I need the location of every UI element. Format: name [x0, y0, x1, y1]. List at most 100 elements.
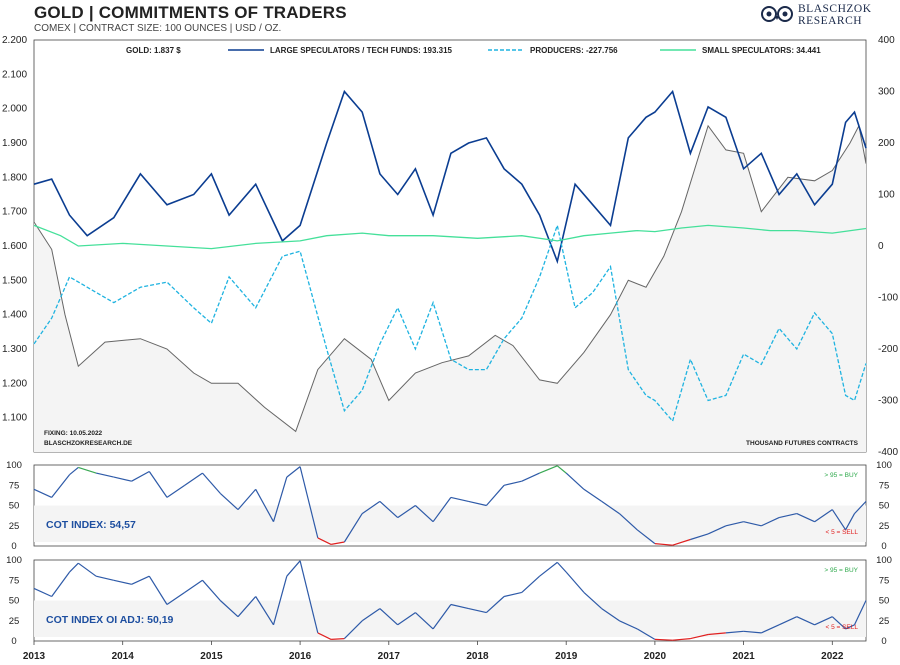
cot-index-segment	[272, 476, 288, 522]
cot-index-segment	[814, 509, 833, 523]
chart-title: GOLD | COMMITMENTS OF TRADERS	[34, 3, 347, 22]
cot-index-oi-adj-segment	[131, 575, 150, 585]
y-right-tick-label: -400	[878, 447, 898, 458]
cot-index-oi-adj-segment	[654, 638, 673, 641]
x-tick-label: 2018	[466, 651, 489, 662]
y-right-tick-label: -300	[878, 396, 898, 407]
logo-line1: BLASCHZOK	[798, 3, 872, 15]
cot-index-segment	[854, 500, 867, 515]
cot-index-oi-adj-segment	[113, 579, 132, 585]
y-left-tick-label: 1.600	[2, 241, 27, 252]
x-tick-label: 2016	[289, 651, 312, 662]
cot-index-oi-adj-segment	[690, 633, 709, 640]
brand-logo: BLASCHZOK RESEARCH	[760, 2, 898, 32]
cot-index-segment	[690, 533, 709, 541]
cot-index-oi-adj-segment	[51, 571, 70, 597]
cot-index-y-tick-right: 100	[876, 460, 892, 471]
cot-index-oi-adj-label: COT INDEX OI ADJ: 50,19	[46, 614, 174, 626]
y-right-tick-label: 200	[878, 138, 895, 149]
x-tick-label: 2019	[555, 651, 578, 662]
cot-index-oi-adj-segment	[853, 600, 867, 626]
cot-index-oi-adj-segment	[845, 624, 855, 630]
cot-index-oi-adj-segment	[202, 579, 221, 601]
cot-index-segment	[166, 484, 186, 498]
cot-index-oi-adj-segment	[77, 562, 97, 577]
cot-index-y-tick-left: 75	[9, 480, 20, 491]
x-tick-label: 2020	[644, 651, 667, 662]
cot-index-oi-adj-segment	[708, 632, 726, 636]
y-left-tick-label: 1.900	[2, 138, 27, 149]
cot-index-segment	[361, 500, 381, 515]
cot-index-oi-adj-y-tick-left: 75	[9, 575, 20, 586]
y-left-tick-label: 2.100	[2, 69, 27, 80]
cot-index-segment	[286, 466, 301, 478]
cot-index-segment	[539, 465, 558, 474]
cot-index-segment	[601, 500, 620, 515]
cot-index-oi-adj-segment	[565, 571, 585, 593]
y-left-tick-label: 1.500	[2, 275, 27, 286]
cot-index-segment	[202, 472, 221, 494]
cot-index-segment	[113, 476, 132, 482]
y-left-tick-label: 1.200	[2, 378, 27, 389]
y-left-tick-label: 1.700	[2, 207, 27, 218]
cot-index-segment	[184, 472, 203, 486]
cot-index-oi-adj-segment	[556, 561, 567, 573]
cot-index-oi-adj-y-tick-left: 0	[11, 636, 16, 647]
cot-index-segment	[432, 497, 452, 523]
cot-index-oi-adj-segment	[343, 620, 363, 640]
y-left-tick-label: 1.400	[2, 310, 27, 321]
cot-index-segment	[450, 496, 469, 502]
cot-index-segment	[485, 484, 505, 506]
cot-index-segment	[468, 500, 487, 507]
y-right-tick-label: -100	[878, 293, 898, 304]
gold-area	[34, 125, 866, 453]
cot-index-segment	[95, 472, 114, 478]
cot-index-segment	[414, 505, 434, 523]
cot-index-oi-adj-segment	[636, 628, 656, 640]
cot-index-y-tick-right: 50	[879, 501, 890, 512]
cot-index-segment	[831, 509, 847, 531]
cot-index-oi-adj-segment	[166, 591, 186, 605]
cot-index-oi-adj-y-tick-left: 100	[6, 555, 22, 566]
cot-index-oi-adj-segment	[331, 638, 345, 640]
cot-index-oi-adj-segment	[761, 624, 780, 634]
cot-index-oi-adj-segment	[503, 591, 522, 598]
cot-index-oi-adj-y-tick-right: 50	[879, 596, 890, 607]
cot-index-segment	[654, 543, 673, 546]
cot-index-oi-adj-segment	[539, 561, 558, 577]
fixing-annotation: FIXING: 10.05.2022	[44, 430, 103, 437]
source-annotation: BLASCHZOKRESEARCH.DE	[44, 440, 133, 447]
y-left-tick-label: 1.100	[2, 413, 27, 424]
y-left-tick-label: 2.000	[2, 104, 27, 115]
cot-index-oi-adj-segment	[286, 560, 301, 577]
cot-index-segment	[636, 529, 656, 545]
cot-index-oi-adj-segment	[379, 608, 399, 626]
cot-index-oi-adj-segment	[255, 596, 275, 626]
cot-index-y-tick-left: 25	[9, 521, 20, 532]
cot-index-segment	[725, 521, 744, 527]
cot-index-oi-adj-buy-label: > 95 = BUY	[824, 567, 858, 574]
cot-index-oi-adj-segment	[361, 608, 381, 622]
cot-index-segment	[78, 466, 97, 474]
cot-index-segment	[379, 500, 399, 519]
cot-index-y-tick-right: 25	[879, 521, 890, 532]
cot-index-segment	[672, 538, 691, 546]
cot-index-oi-adj-segment	[601, 608, 620, 622]
cot-index-segment	[51, 474, 70, 498]
cot-index-segment	[761, 517, 780, 527]
cot-index-y-tick-right: 75	[879, 480, 890, 491]
cot-index-oi-adj-segment	[521, 575, 541, 593]
cot-index-oi-adj-segment	[272, 576, 288, 625]
cot-index-oi-adj-segment	[485, 596, 505, 614]
cot-index-oi-adj-segment	[672, 638, 691, 641]
legend-label: PRODUCERS: -227.756	[530, 46, 618, 55]
cot-index-y-tick-left: 50	[9, 501, 20, 512]
cot-index-oi-adj-segment	[299, 560, 319, 634]
cot-index-oi-adj-y-tick-left: 25	[9, 616, 20, 627]
cot-index-oi-adj-segment	[317, 632, 332, 640]
cot-index-segment	[131, 470, 150, 482]
chart-subtitle: COMEX | CONTRACT SIZE: 100 OUNCES | USD …	[34, 23, 282, 34]
y-right-tick-label: 400	[878, 35, 895, 46]
cot-index-oi-adj-segment	[184, 579, 203, 593]
